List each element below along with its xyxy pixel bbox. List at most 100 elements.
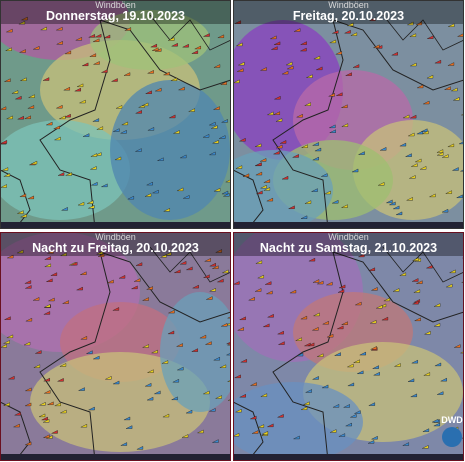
wind-barb — [7, 254, 14, 259]
wind-barb — [91, 181, 98, 186]
wind-barb — [233, 432, 240, 437]
wind-barb — [217, 34, 225, 38]
wind-barb — [151, 349, 158, 354]
wind-barb — [312, 376, 319, 380]
panel-label: Windböen — [328, 232, 369, 242]
wind-barb — [56, 104, 63, 109]
wind-barb — [221, 322, 228, 327]
wind-barb — [273, 111, 281, 115]
wind-barb — [103, 34, 111, 39]
wind-barb — [422, 428, 430, 432]
wind-barb — [347, 363, 354, 368]
wind-barb — [341, 204, 348, 208]
wind-barb — [86, 350, 93, 354]
wind-barb — [147, 127, 155, 131]
wind-barb — [324, 190, 331, 195]
wind-barb — [43, 311, 51, 315]
wind-barb — [88, 204, 95, 209]
panel-title: Donnerstag, 19.10.2023 — [46, 9, 185, 23]
wind-barb — [312, 142, 319, 146]
wind-barb — [328, 92, 335, 97]
coastline — [382, 246, 464, 283]
wind-barb — [341, 104, 348, 108]
wind-barb — [452, 167, 459, 171]
wind-barb — [191, 50, 199, 54]
wind-barb — [20, 213, 27, 218]
wind-barb — [266, 290, 273, 295]
wind-barb — [177, 366, 184, 371]
wind-barb — [434, 59, 442, 64]
wind-barb — [60, 252, 67, 257]
wind-barb — [174, 269, 181, 273]
wind-barb — [395, 211, 403, 216]
wind-barb — [350, 32, 358, 36]
wind-barb — [33, 45, 40, 50]
wind-barb — [322, 320, 329, 325]
wind-barb — [194, 45, 201, 50]
wind-barb — [135, 148, 142, 152]
wind-barb — [317, 353, 324, 357]
wind-barb — [391, 51, 398, 56]
wind-barb — [0, 139, 8, 144]
wind-barb — [281, 175, 289, 180]
wind-barb — [414, 317, 421, 322]
wind-barb — [25, 317, 33, 322]
wind-barb — [46, 278, 53, 282]
wind-barb — [169, 114, 176, 119]
wind-barb — [355, 301, 362, 306]
wind-barb — [219, 135, 226, 139]
wind-barb — [300, 315, 308, 320]
wind-barb — [65, 172, 72, 176]
wind-barb — [257, 424, 265, 428]
wind-barb — [234, 374, 241, 379]
wind-barb — [212, 139, 219, 144]
wind-barb — [341, 321, 348, 325]
wind-barb — [226, 352, 231, 356]
panel-label: Windböen — [328, 0, 369, 10]
wind-barb — [192, 284, 199, 289]
wind-barb — [47, 401, 54, 405]
wind-barb — [211, 125, 218, 129]
gust-area — [233, 382, 363, 461]
wind-barb — [17, 115, 24, 120]
wind-barb — [90, 166, 97, 170]
wind-barb — [120, 442, 128, 446]
wind-barb — [358, 253, 365, 258]
wind-barb — [145, 90, 152, 94]
wind-barb — [278, 341, 285, 345]
wind-barb — [44, 256, 51, 260]
wind-barb — [289, 289, 297, 294]
wind-barb — [234, 20, 241, 24]
wind-barb — [279, 140, 287, 144]
wind-barb — [421, 128, 428, 132]
wind-barb — [237, 68, 244, 72]
title-band — [233, 232, 464, 256]
wind-barb — [142, 102, 149, 107]
wind-barb — [177, 187, 184, 192]
wind-barb — [168, 309, 175, 314]
wind-barb — [168, 37, 175, 41]
wind-barb — [386, 199, 393, 204]
wind-barb — [444, 86, 451, 90]
wind-barb — [147, 369, 154, 373]
wind-barb — [329, 39, 337, 44]
coastline — [272, 251, 464, 461]
coastline — [233, 401, 264, 461]
wind-barb — [412, 300, 419, 305]
title-band — [0, 0, 231, 24]
wind-barb — [172, 378, 180, 383]
wind-barb — [250, 382, 257, 386]
wind-barb — [6, 334, 14, 339]
gust-area — [160, 292, 231, 412]
wind-barb — [412, 257, 419, 261]
wind-barb — [57, 378, 64, 382]
wind-barb — [15, 95, 22, 100]
wind-barb — [48, 297, 55, 302]
wind-barb — [267, 313, 274, 318]
wind-barb — [380, 146, 387, 151]
logo-text: DWD — [441, 415, 463, 425]
info-strip — [0, 222, 231, 229]
wind-barb — [238, 61, 245, 66]
wind-barb — [0, 184, 7, 188]
